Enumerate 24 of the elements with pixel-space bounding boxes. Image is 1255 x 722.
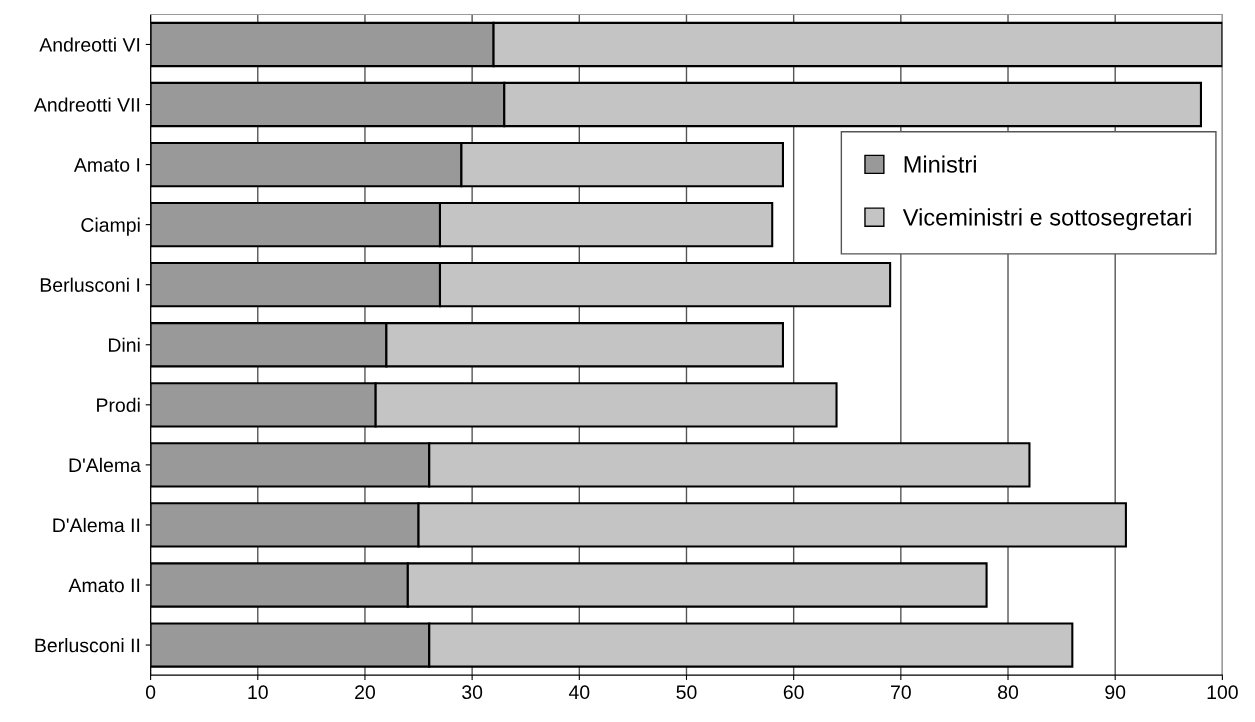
x-tick-label: 80 (998, 685, 1019, 700)
x-tick-label: 70 (891, 685, 911, 700)
legend-label: Viceministri e sottosegretari (902, 208, 1191, 231)
x-tick-label: 20 (355, 685, 376, 700)
legend-label: Ministri (904, 155, 976, 173)
x-tick-label: 10 (248, 685, 268, 700)
y-tick-label: Dini (108, 337, 140, 352)
x-tick-label: 50 (676, 685, 697, 700)
y-tick-label: Andreotti VII (33, 97, 140, 112)
y-tick-label: Prodi (97, 397, 140, 413)
y-tick-label: Andreotti VI (39, 37, 140, 52)
y-tick-label: Amato II (68, 578, 140, 593)
x-tick-label: 60 (783, 685, 804, 700)
x-tick-label: 90 (1105, 685, 1126, 700)
y-tick-label: D'Alema (69, 457, 141, 473)
y-tick-label: D'Alema II (53, 517, 140, 533)
y-tick-label: Berlusconi I (40, 277, 140, 292)
x-tick-label: 100 (1207, 685, 1238, 700)
y-tick-label: Ciampi (81, 217, 140, 236)
x-tick-label: 30 (462, 685, 483, 700)
x-tick-label: 40 (568, 685, 590, 700)
y-tick-label: Berlusconi II (35, 638, 140, 653)
x-tick-label: 0 (145, 685, 156, 700)
y-tick-label: Amato I (73, 158, 140, 172)
